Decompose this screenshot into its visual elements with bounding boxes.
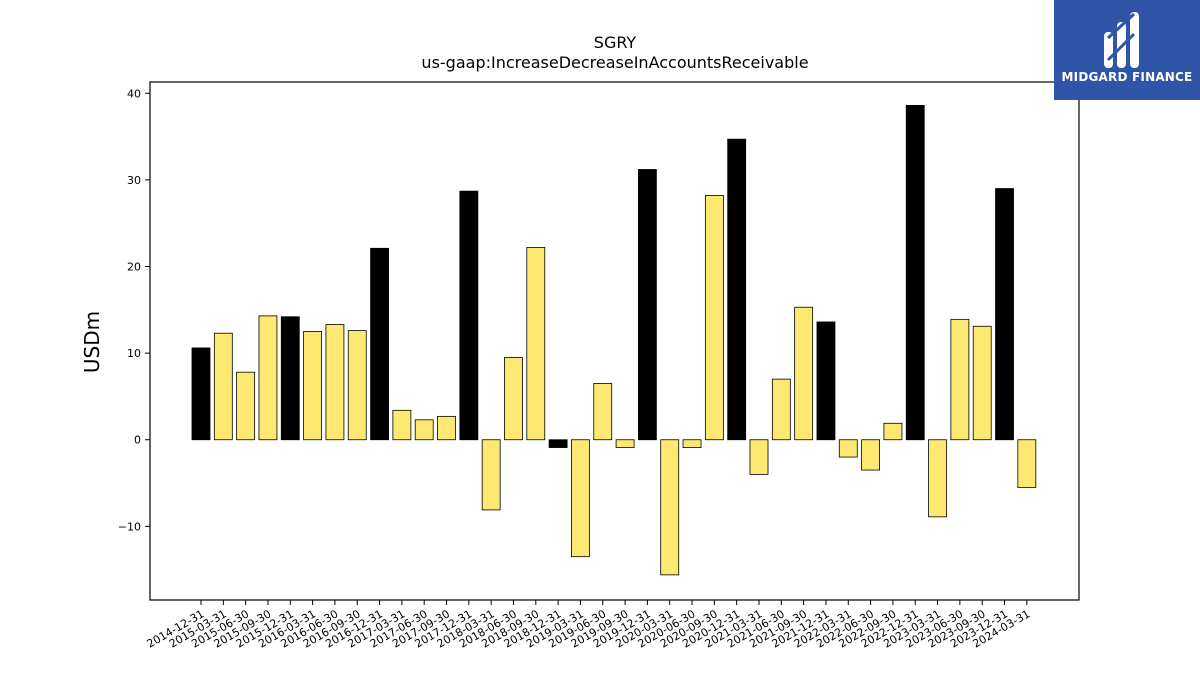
bar-2018-03-31 bbox=[481, 439, 501, 511]
logo-text: MIDGARD FINANCE bbox=[1061, 70, 1193, 84]
bar-2020-06-30 bbox=[682, 439, 702, 448]
plot-area-frame bbox=[149, 81, 1080, 601]
bar-2015-12-31 bbox=[280, 316, 300, 441]
bar-2016-12-31 bbox=[370, 247, 389, 441]
bar-2017-12-31 bbox=[459, 190, 479, 441]
bar-2024-03-31 bbox=[1017, 439, 1037, 488]
bar-2019-12-31 bbox=[638, 169, 657, 441]
bar-2023-09-30 bbox=[972, 325, 992, 441]
midgard-logo-icon bbox=[1104, 12, 1139, 68]
bar-2016-09-30 bbox=[347, 330, 367, 441]
chart-title: SGRY bbox=[594, 33, 637, 52]
bar-2023-06-30 bbox=[950, 318, 970, 441]
bar-2019-03-31 bbox=[571, 439, 590, 558]
bar-2017-03-31 bbox=[392, 409, 412, 441]
bar-2017-06-30 bbox=[414, 419, 434, 441]
bar-2017-09-30 bbox=[437, 415, 456, 441]
bar-2020-12-31 bbox=[727, 138, 747, 441]
bar-2021-09-30 bbox=[794, 306, 814, 441]
brand-logo: MIDGARD FINANCE bbox=[1054, 0, 1200, 100]
y-tick-label: −10 bbox=[118, 520, 141, 533]
bar-2020-09-30 bbox=[704, 195, 724, 441]
bar-2019-09-30 bbox=[615, 439, 635, 448]
y-tick-label: 30 bbox=[127, 174, 141, 187]
y-axis-label: USDm bbox=[80, 311, 104, 373]
bar-2014-12-31 bbox=[191, 347, 211, 441]
bar-2020-03-31 bbox=[660, 439, 680, 576]
bar-2019-06-30 bbox=[593, 383, 613, 441]
bar-2016-06-30 bbox=[325, 324, 345, 441]
bar-2015-03-31 bbox=[213, 332, 233, 441]
bar-2021-03-31 bbox=[749, 439, 769, 475]
bar-2021-06-30 bbox=[771, 378, 791, 441]
bar-2015-09-30 bbox=[258, 315, 278, 441]
bar-2022-06-30 bbox=[861, 439, 880, 471]
bar-2016-03-31 bbox=[303, 331, 323, 441]
y-tick-label: 10 bbox=[127, 347, 141, 360]
chart-subtitle: us-gaap:IncreaseDecreaseInAccountsReceiv… bbox=[421, 53, 808, 72]
y-tick-label: 0 bbox=[134, 434, 141, 447]
y-tick-label: 20 bbox=[127, 261, 141, 274]
bar-2022-12-31 bbox=[905, 104, 925, 441]
bar-2018-12-31 bbox=[548, 439, 568, 448]
y-tick-label: 40 bbox=[127, 87, 141, 100]
bar-2018-06-30 bbox=[504, 357, 523, 441]
bar-2023-12-31 bbox=[995, 188, 1014, 441]
bar-2023-03-31 bbox=[928, 439, 947, 518]
bar-2021-12-31 bbox=[816, 321, 836, 441]
bar-2018-09-30 bbox=[526, 247, 546, 441]
bar-2015-06-30 bbox=[236, 371, 256, 441]
bar-2022-09-30 bbox=[883, 422, 903, 441]
bar-2022-03-31 bbox=[838, 439, 858, 458]
